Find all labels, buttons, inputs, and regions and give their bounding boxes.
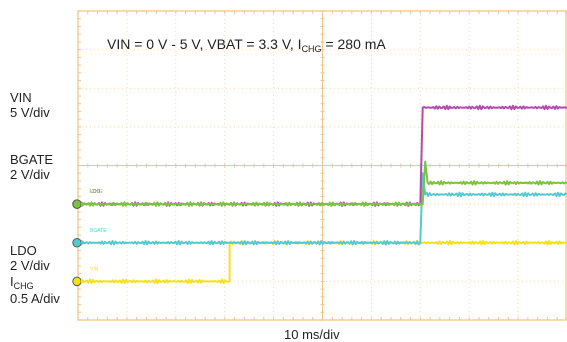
ground-marker-bgate [72,238,82,248]
ground-marker-ichg [72,199,82,209]
ichg-name-sub: CHG [13,281,34,291]
channel-tag-ichg: ICHG [90,189,103,195]
bgate-label: BGATE 2 V/div [10,152,53,182]
channel-tag-bgate: BGATE [90,228,107,234]
vin-name: VIN [10,90,32,105]
ground-markers [72,199,85,287]
ichg-name: I [10,274,14,289]
channel-tag-vin: VIN [90,266,99,272]
vin-scale: 5 V/div [10,105,50,120]
channel-tag-ldo: LDO [90,189,100,195]
chart-title-main: VIN = 0 V - 5 V, VBAT = 3.3 V, I [107,36,302,52]
vin-label: VIN 5 V/div [10,90,50,120]
ground-marker-arrow-ichg [81,201,85,208]
grid [77,10,567,321]
bgate-scale: 2 V/div [10,167,50,182]
ground-marker-arrow-bgate [81,239,85,246]
ldo-label: LDO 2 V/div [10,243,50,273]
ichg-label: ICHG 0.5 A/div [10,274,60,306]
chart-title: VIN = 0 V - 5 V, VBAT = 3.3 V, ICHG = 28… [107,36,386,55]
chart-title-sub: CHG [301,44,322,54]
ldo-name: LDO [10,243,37,258]
trace-bgate [77,172,567,246]
ground-marker-vin [72,276,82,287]
chart-title-tail: = 280 mA [321,36,386,52]
ldo-scale: 2 V/div [10,258,50,273]
bgate-name: BGATE [10,152,54,167]
ground-marker-arrow-vin [81,278,85,285]
x-axis-label: 10 ms/div [284,327,340,342]
ichg-scale: 0.5 A/div [10,291,60,306]
trace-ichg [77,160,567,207]
